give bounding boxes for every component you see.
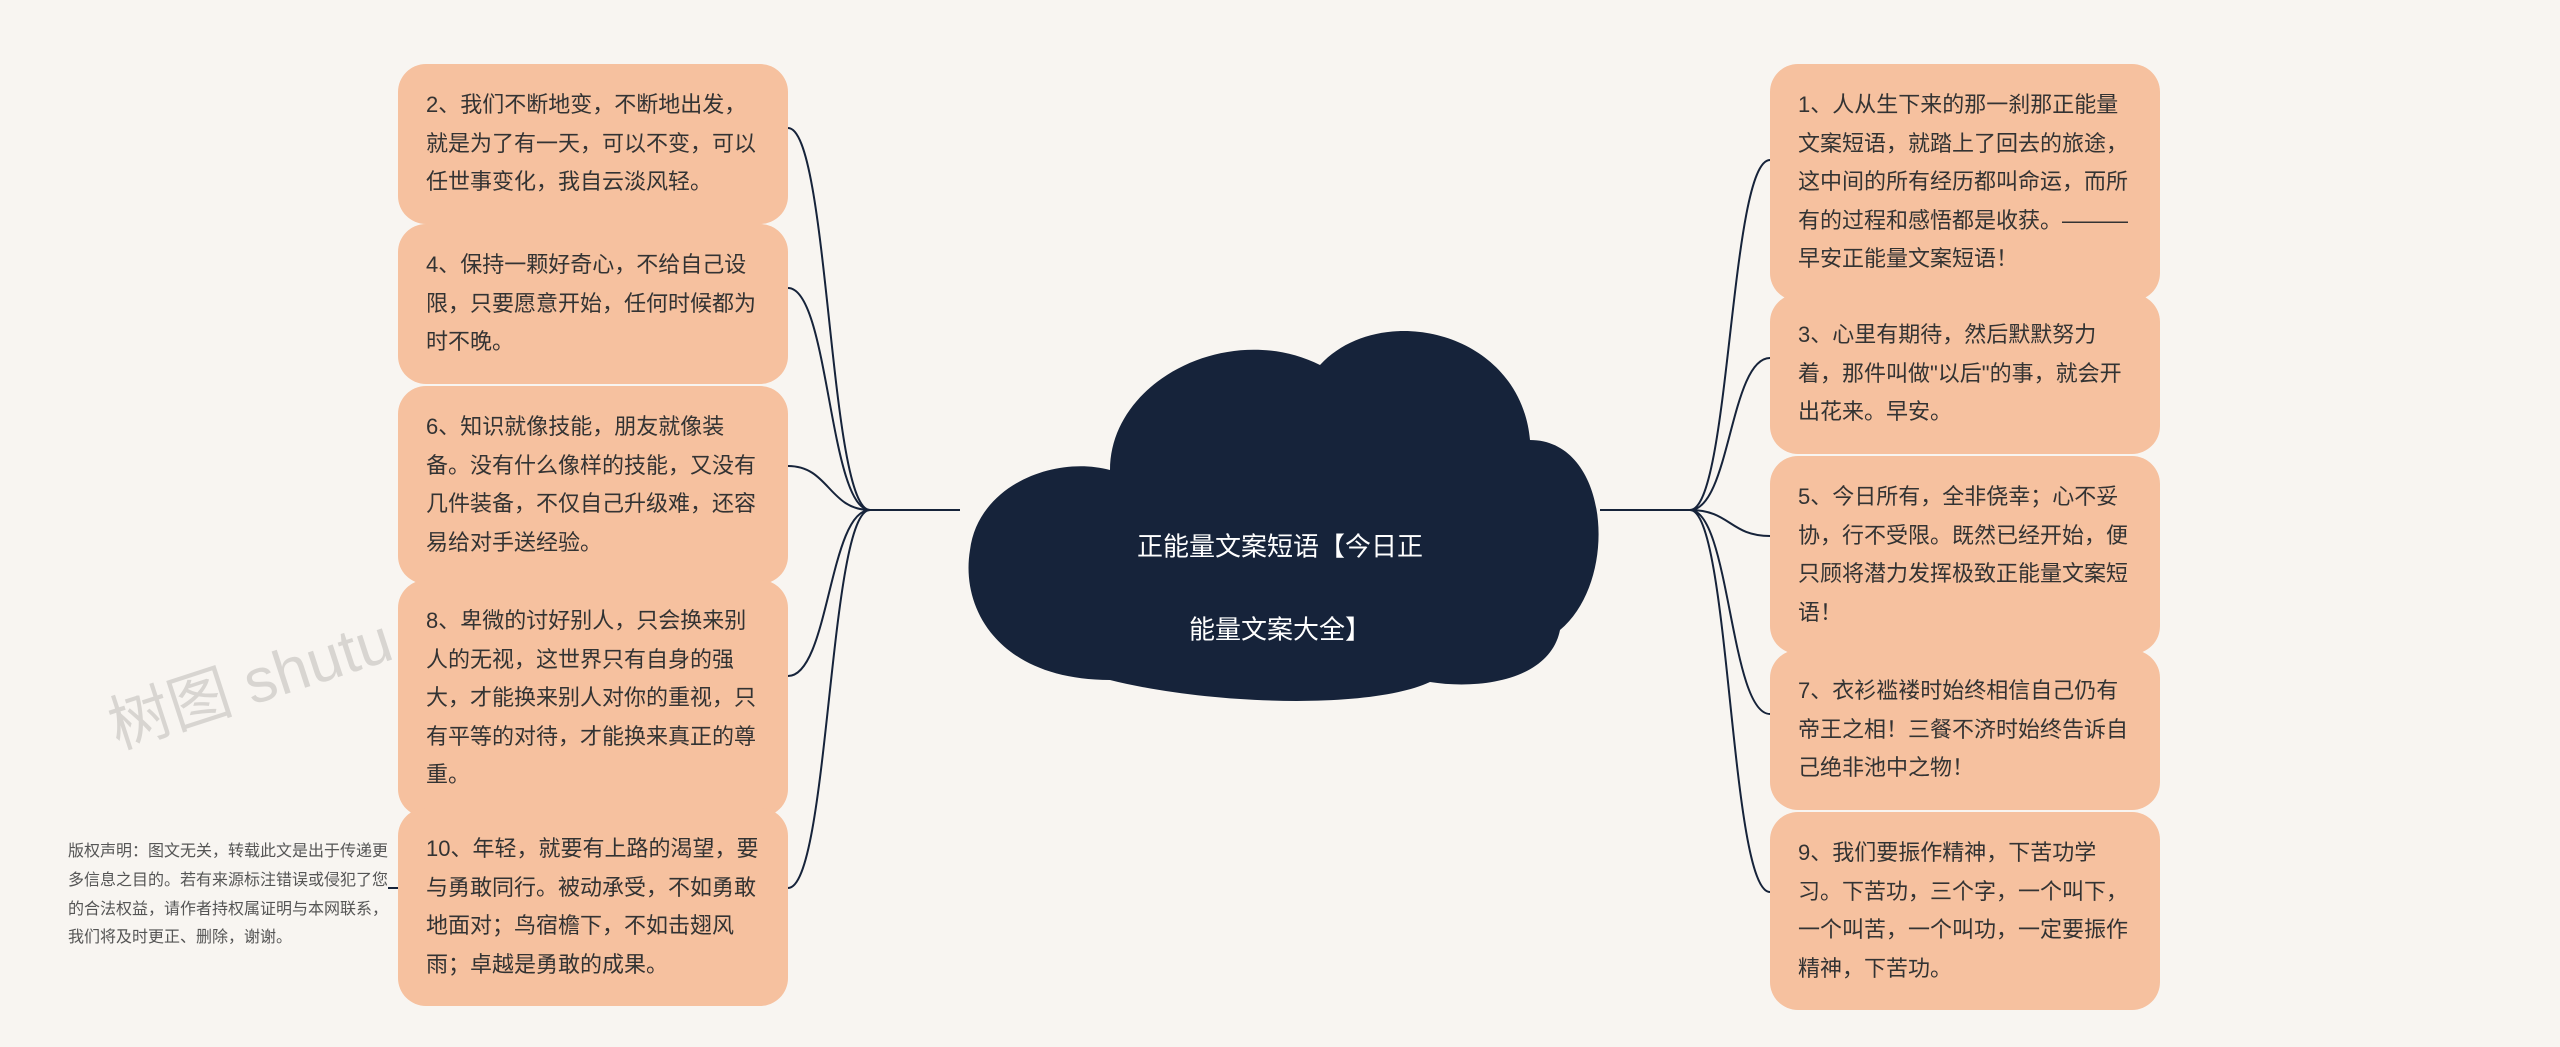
mindmap-node: 5、今日所有，全非侥幸；心不妥协，行不受限。既然已经开始，便只顾将潜力发挥极致正… <box>1770 456 2160 654</box>
center-cloud: 正能量文案短语【今日正 能量文案大全】 <box>960 310 1600 710</box>
mindmap-canvas: 树图 shutu.cnshutu.cn.cn 正能量文案短语【今日正 能量文案大… <box>0 0 2560 1047</box>
connector-line <box>1690 510 1770 714</box>
connector-line <box>788 128 870 510</box>
connector-line <box>788 510 870 888</box>
connector-line <box>788 510 870 676</box>
mindmap-node: 3、心里有期待，然后默默努力着，那件叫做"以后"的事，就会开出花来。早安。 <box>1770 294 2160 454</box>
mindmap-node: 7、衣衫褴褛时始终相信自己仍有帝王之相！三餐不济时始终告诉自己绝非池中之物！ <box>1770 650 2160 810</box>
mindmap-node: 10、年轻，就要有上路的渴望，要与勇敢同行。被动承受，不如勇敢地面对；鸟宿檐下，… <box>398 808 788 1006</box>
copyright-note: 版权声明：图文无关，转载此文是出于传递更多信息之目的。若有来源标注错误或侵犯了您… <box>68 838 388 953</box>
mindmap-node: 1、人从生下来的那一刹那正能量文案短语，就踏上了回去的旅途，这中间的所有经历都叫… <box>1770 64 2160 301</box>
center-title-line1: 正能量文案短语【今日正 <box>1137 531 1423 561</box>
connector-line <box>1690 510 1770 892</box>
mindmap-node: 6、知识就像技能，朋友就像装备。没有什么像样的技能，又没有几件装备，不仅自己升级… <box>398 386 788 584</box>
connector-line <box>1690 358 1770 510</box>
mindmap-node: 4、保持一颗好奇心，不给自己设限，只要愿意开始，任何时候都为时不晚。 <box>398 224 788 384</box>
connector-line <box>1690 160 1770 510</box>
mindmap-node: 8、卑微的讨好别人，只会换来别人的无视，这世界只有自身的强大，才能换来别人对你的… <box>398 580 788 817</box>
connector-line <box>1690 510 1770 536</box>
mindmap-node: 2、我们不断地变，不断地出发，就是为了有一天，可以不变，可以任世事变化，我自云淡… <box>398 64 788 224</box>
connector-line <box>788 288 870 510</box>
center-title: 正能量文案短语【今日正 能量文案大全】 <box>1137 485 1423 651</box>
connector-line <box>788 466 870 510</box>
center-title-line2: 能量文案大全】 <box>1189 615 1371 645</box>
mindmap-node: 9、我们要振作精神，下苦功学习。下苦功，三个字，一个叫下，一个叫苦，一个叫功，一… <box>1770 812 2160 1010</box>
